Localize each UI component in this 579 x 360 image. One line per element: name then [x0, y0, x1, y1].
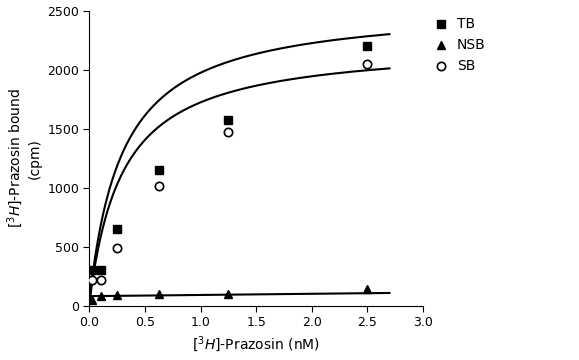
TB — [114, 227, 121, 231]
Line: TB: TB — [88, 42, 371, 274]
NSB — [89, 297, 96, 302]
SB — [225, 129, 232, 134]
SB — [89, 278, 96, 282]
X-axis label: $[^{3}H]$-Prazosin (nM): $[^{3}H]$-Prazosin (nM) — [192, 334, 320, 355]
Legend: TB, NSB, SB: TB, NSB, SB — [433, 18, 485, 73]
SB — [97, 278, 104, 282]
TB — [225, 118, 232, 122]
NSB — [155, 292, 162, 297]
TB — [89, 268, 96, 273]
SB — [155, 184, 162, 189]
TB — [97, 268, 104, 273]
TB — [155, 168, 162, 172]
TB — [364, 44, 371, 48]
Line: NSB: NSB — [88, 285, 371, 304]
Line: SB: SB — [88, 59, 371, 284]
SB — [364, 62, 371, 66]
NSB — [225, 292, 232, 296]
SB — [114, 246, 121, 250]
NSB — [364, 287, 371, 291]
Y-axis label: $[^{3}H]$-Prazosin bound
(cpm): $[^{3}H]$-Prazosin bound (cpm) — [6, 88, 42, 228]
NSB — [114, 293, 121, 297]
NSB — [97, 294, 104, 298]
